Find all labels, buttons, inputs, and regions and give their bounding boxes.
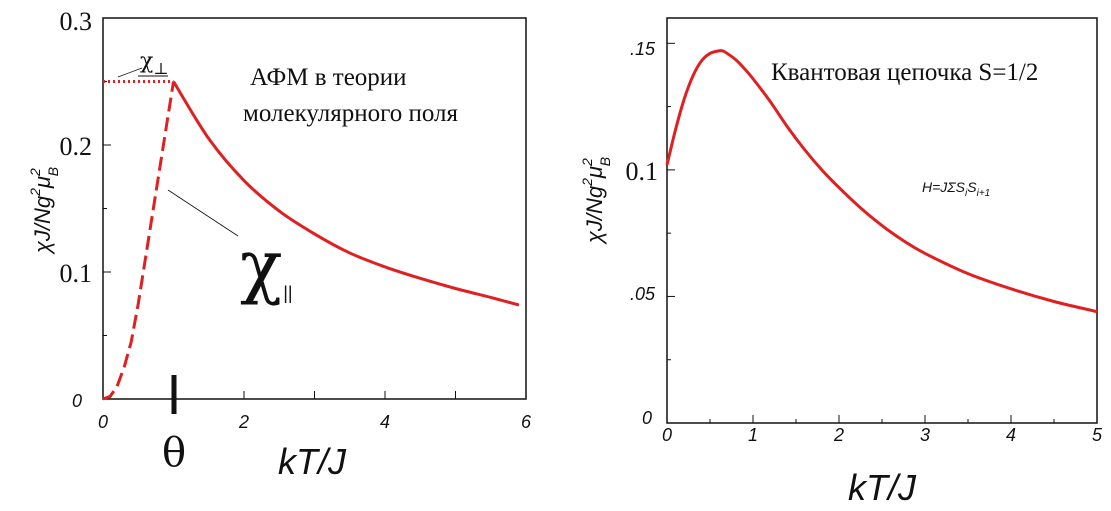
right-x-tick-3: 3: [920, 425, 930, 445]
right-x-tick-0: 0: [662, 425, 672, 445]
right-y-tick-0: 0: [642, 408, 652, 428]
right-chart: 0 .05 0.1 .15 0 1 2 3 4 5 kT/J χJ/Ng2μ2 B…: [579, 17, 1103, 508]
chi-par-label: χ: [240, 225, 282, 307]
left-series-dashed-1: [102, 81, 175, 401]
left-annotation-line1: АФМ в теории: [250, 64, 407, 91]
chi-perp-leader: [117, 67, 143, 78]
left-x-tick-2: 2: [238, 412, 249, 432]
right-y-axis-label: χJ/Ng2μ2 B: [579, 157, 613, 245]
right-y-tick-015: .15: [630, 39, 656, 59]
right-annotation: Квантовая цепочка S=1/2: [771, 59, 1038, 86]
right-x-tick-1: 1: [748, 425, 758, 445]
left-y-tick-0: 0: [72, 391, 82, 411]
left-annotation-line2: молекулярного поля: [243, 100, 459, 127]
left-x-tick-0: 0: [98, 412, 108, 432]
right-y-tick-01: 0.1: [626, 157, 659, 186]
right-x-tick-5: 5: [1092, 425, 1103, 445]
left-chart: 0 0.1 0.2 0.3 0 2 4 6 θ kT/J χJ/Ng2μ2 B А…: [27, 7, 532, 482]
theta-label: θ: [162, 430, 186, 476]
left-y-tick-02: 0.2: [60, 132, 93, 161]
left-x-tick-4: 4: [380, 412, 390, 432]
left-y-tick-03: 0.3: [60, 7, 93, 36]
chi-par-subscript: ||: [283, 283, 292, 303]
hamiltonian-label: H=JΣSiSi+1: [922, 179, 990, 199]
right-x-tick-2: 2: [833, 425, 844, 445]
right-x-axis-label: kT/J: [848, 467, 917, 508]
right-y-tick-005: .05: [630, 284, 656, 304]
left-series-solid-2: [172, 80, 520, 307]
left-x-tick-6: 6: [521, 412, 532, 432]
left-y-tick-01: 0.1: [60, 259, 93, 288]
left-y-axis-label: χJ/Ng2μ2 B: [27, 167, 61, 255]
right-series-solid-0: [665, 49, 1098, 314]
right-x-tick-4: 4: [1006, 425, 1016, 445]
left-x-axis-label: kT/J: [278, 441, 347, 482]
chi-par-leader: [167, 189, 239, 237]
chi-perp-label: χ⊥: [140, 49, 168, 78]
